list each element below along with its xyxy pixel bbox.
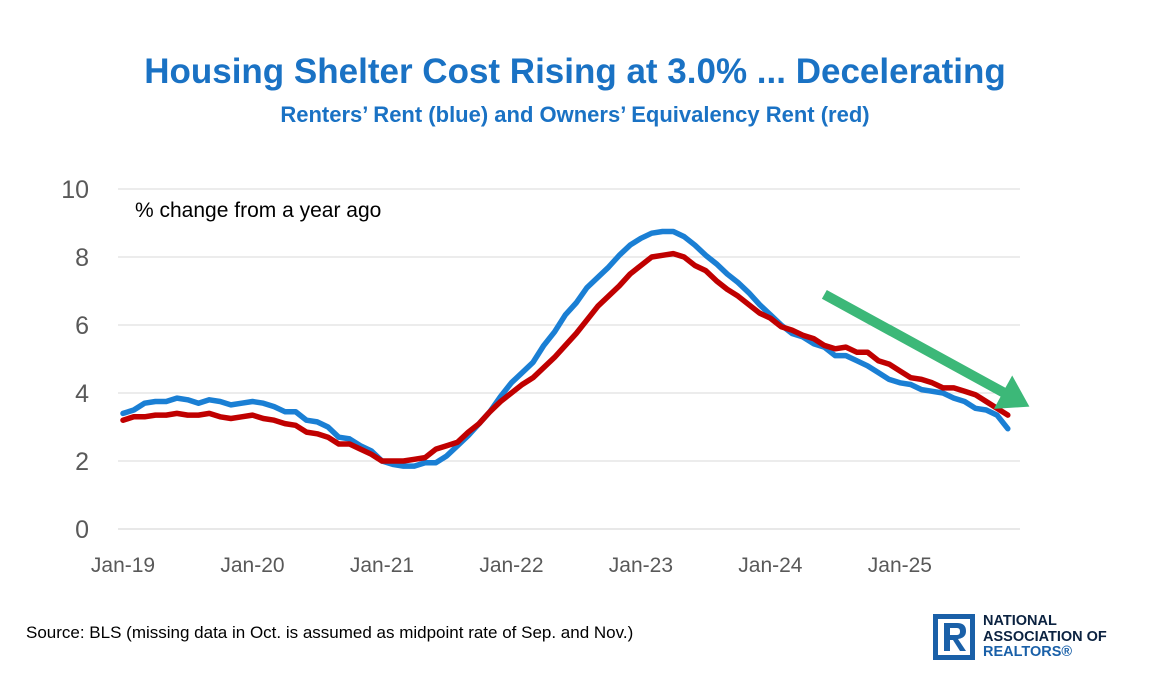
- x-tick-label: Jan-24: [738, 554, 803, 577]
- y-tick-label: 8: [75, 244, 89, 272]
- realtor-r-icon: [933, 614, 975, 660]
- renters-rent-line: [120, 228, 1011, 469]
- chart-subtitle: Renters’ Rent (blue) and Owners’ Equival…: [280, 102, 870, 127]
- gridlines: [118, 188, 1020, 530]
- x-tick-label: Jan-21: [350, 554, 414, 577]
- y-tick-label: 6: [75, 312, 89, 340]
- chart-title: Housing Shelter Cost Rising at 3.0% ... …: [144, 52, 1006, 91]
- x-tick-label: Jan-20: [220, 554, 284, 577]
- x-tick-label: Jan-25: [868, 554, 932, 577]
- owners-equivalent-rent-line: [120, 250, 1011, 464]
- nar-logo: NATIONAL ASSOCIATION OF REALTORS®: [933, 612, 1133, 664]
- source-note: Source: BLS (missing data in Oct. is ass…: [26, 623, 634, 642]
- logo-wordmark: NATIONAL ASSOCIATION OF REALTORS®: [983, 613, 1107, 661]
- y-tick-label: 10: [61, 176, 89, 204]
- trend-arrow: [821, 290, 1030, 409]
- x-tick-label: Jan-22: [479, 554, 543, 577]
- y-tick-label: 0: [75, 516, 89, 544]
- y-axis-ticks: 0 2 4 6 8 10: [61, 176, 89, 544]
- y-tick-label: 4: [75, 380, 89, 408]
- logo-line-2: ASSOCIATION OF: [983, 628, 1107, 645]
- logo-line-3: REALTORS®: [983, 644, 1073, 660]
- x-tick-label: Jan-19: [91, 554, 155, 577]
- logo-line-1: NATIONAL: [983, 613, 1057, 629]
- series-lines: [120, 228, 1011, 469]
- trend-arrow-icon: [821, 290, 1030, 409]
- y-tick-label: 2: [75, 448, 89, 476]
- x-axis-ticks: Jan-19 Jan-20 Jan-21 Jan-22 Jan-23 Jan-24 Jan-…: [91, 554, 932, 577]
- chart-annotation: % change from a year ago: [135, 199, 381, 222]
- x-tick-label: Jan-23: [609, 554, 673, 577]
